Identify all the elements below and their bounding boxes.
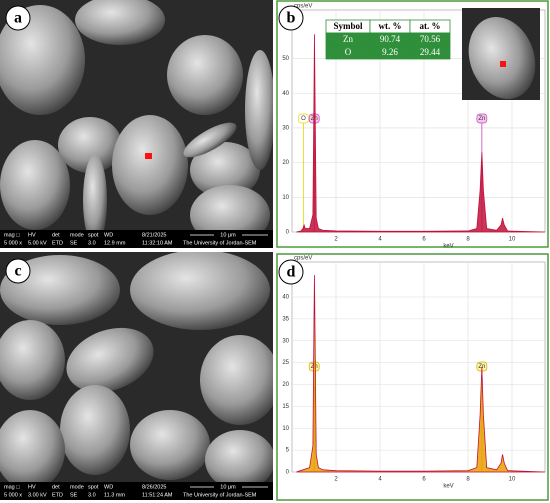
y-tick-label: 30 [282,126,289,132]
info-bar [0,482,273,500]
y-tick-label: 40 [282,295,289,301]
panel-badge [278,5,304,31]
panel-label: c [14,263,21,280]
info-time: 11:51:24 AM [142,492,173,498]
scale-bg [214,231,242,239]
info-header: mode [70,232,84,238]
x-tick-label: 10 [509,237,516,243]
info-header: spot [88,232,99,238]
panel-badge [5,258,31,284]
scale-bg [214,483,242,491]
info-header: HV [28,232,36,238]
info-value: SE [70,492,78,498]
table-cell [409,45,451,60]
element-label: Zn [478,116,485,122]
info-header: mag □ [4,232,20,238]
info-header: mode [70,484,84,490]
info-value: 3.0 [88,492,96,498]
x-tick-label: 8 [466,477,470,483]
info-header: mag □ [4,484,20,490]
element-label: O [301,116,306,122]
panel-label: a [14,10,22,27]
x-tick-label: 6 [422,237,426,243]
sem-inset [462,8,540,100]
y-tick-label: 5 [286,448,290,454]
y-tick-label: 25 [282,360,289,366]
y-tick-label: 0 [286,470,290,476]
plot-area [291,261,546,473]
table-text: O [345,47,352,57]
y-tick-label: 30 [282,338,289,344]
info-value: 3.0 [88,240,96,246]
info-value: 5 000 x [4,240,22,246]
y-axis-label: cps/eV [294,4,312,10]
table-text: 70.56 [420,34,441,44]
spectrum [296,34,546,233]
table-text: 29.44 [420,47,441,57]
info-header: spot [88,484,99,490]
y-tick-label: 15 [282,404,289,410]
table-text: Symbol [333,21,363,31]
scale-label: 10 μm [220,232,236,238]
info-time: 11:32:10 AM [142,240,173,246]
y-tick-label: 50 [282,56,289,62]
x-tick-label: 4 [378,237,382,243]
y-tick-label: 20 [282,160,289,166]
info-header: HV [28,484,36,490]
sem-image-a [0,0,273,248]
info-header: WD [104,484,113,490]
info-bar [0,230,273,248]
info-date: 8/21/2025 [142,232,166,238]
y-tick-label: 0 [286,230,290,236]
x-tick-label: 2 [334,477,338,483]
sem-image-c [0,252,273,500]
info-header: WD [104,232,113,238]
info-date: 8/26/2025 [142,484,166,490]
element-tag [476,113,488,124]
x-axis-label: keV [443,484,453,490]
scale-label: 10 μm [220,484,236,490]
info-value: 3.00 kV [28,492,47,498]
info-value: ETD [52,492,63,498]
element-tag [298,113,309,124]
info-value: ETD [52,240,63,246]
table-text: at. % [420,21,441,31]
info-header: det [52,232,60,238]
panel-badge [278,259,304,285]
panel-label: d [287,264,296,281]
panel-frame [276,0,549,248]
x-axis-label: keV [443,244,453,250]
table-text: Zn [343,34,353,44]
y-tick-label: 40 [282,91,289,97]
table-text: wt. % [379,21,402,31]
x-tick-label: 2 [334,237,338,243]
table-text: 9.26 [382,47,398,57]
info-value: 5 000 x [4,492,22,498]
info-footer: The University of Jordan-SEM [183,492,257,498]
table-text: 90.74 [380,34,401,44]
y-tick-label: 10 [282,426,289,432]
info-value: 11.3 mm [104,492,125,498]
info-header: det [52,484,60,490]
x-tick-label: 6 [422,477,426,483]
y-tick-label: 20 [282,382,289,388]
info-value: 5.00 kV [28,240,47,246]
y-axis-label: cps/eV [294,256,312,262]
panel-frame [276,253,549,501]
panel-label: b [287,10,296,27]
x-tick-label: 10 [509,477,516,483]
info-value: SE [70,240,78,246]
panel-badge [5,5,31,31]
y-tick-label: 10 [282,195,289,201]
info-value: 12.9 mm [104,240,126,246]
spectrum [296,275,546,473]
info-footer: The University of Jordan-SEM [183,240,257,246]
x-tick-label: 4 [378,477,382,483]
y-tick-label: 35 [282,316,289,322]
x-tick-label: 8 [466,237,470,243]
